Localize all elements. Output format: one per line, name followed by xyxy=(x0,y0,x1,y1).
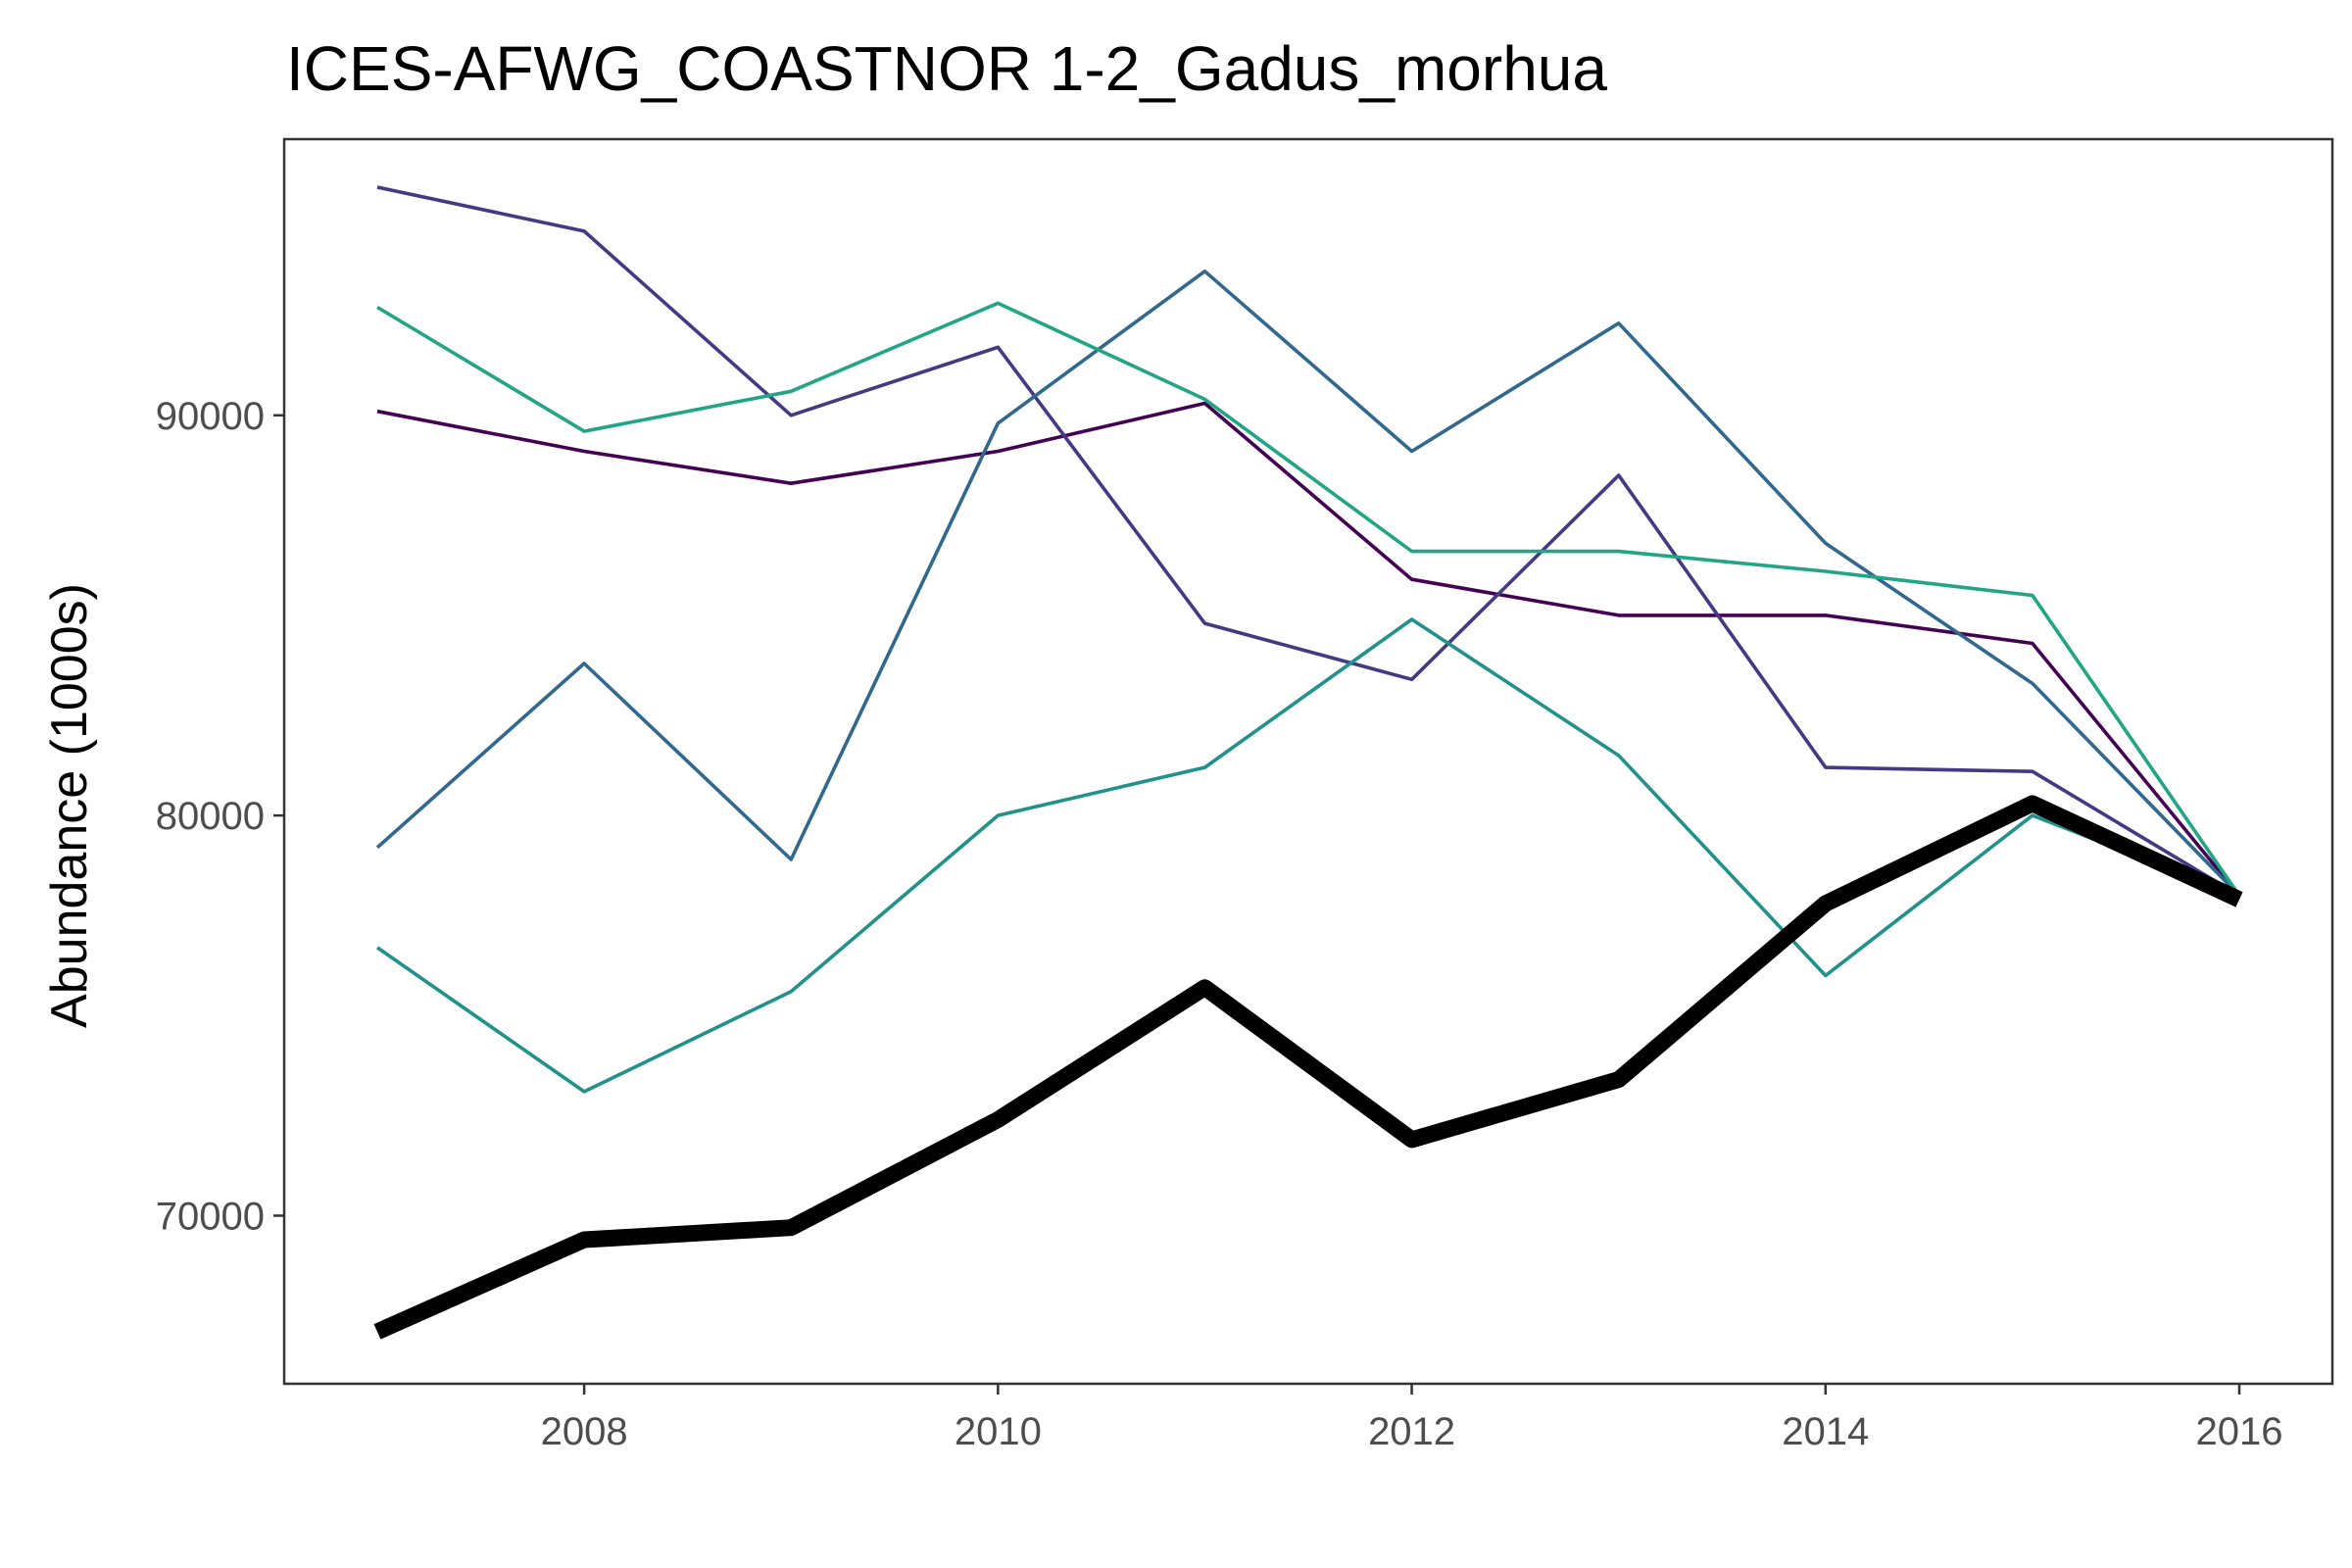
series-line-3 xyxy=(375,269,2241,898)
y-axis-title: Abundance (1000s) xyxy=(41,583,98,1028)
x-tick-label: 2014 xyxy=(1782,1410,1869,1453)
y-tick-label: 90000 xyxy=(156,395,265,438)
y-axis: 70000 80000 90000 xyxy=(156,395,284,1238)
y-tick-label: 70000 xyxy=(156,1195,265,1238)
x-tick-label: 2016 xyxy=(2196,1410,2283,1453)
y-tick-label: 80000 xyxy=(156,795,265,838)
x-axis: 2008 2010 2012 2014 2016 xyxy=(541,1384,2283,1453)
plot-panel-border xyxy=(282,137,2334,1386)
chart-title: ICES-AFWG_COASTNOR 1-2_Gadus_morhua xyxy=(286,33,1607,104)
series-line-2 xyxy=(376,185,2240,898)
series-line-5 xyxy=(376,301,2241,897)
x-tick-label: 2010 xyxy=(955,1410,1042,1453)
series-line-4 xyxy=(375,617,2240,1094)
x-tick-label: 2012 xyxy=(1368,1410,1455,1453)
series-line-6 xyxy=(373,795,2243,1340)
series-line-1 xyxy=(376,401,2241,897)
series-layer xyxy=(373,185,2243,1340)
x-tick-label: 2008 xyxy=(541,1410,628,1453)
